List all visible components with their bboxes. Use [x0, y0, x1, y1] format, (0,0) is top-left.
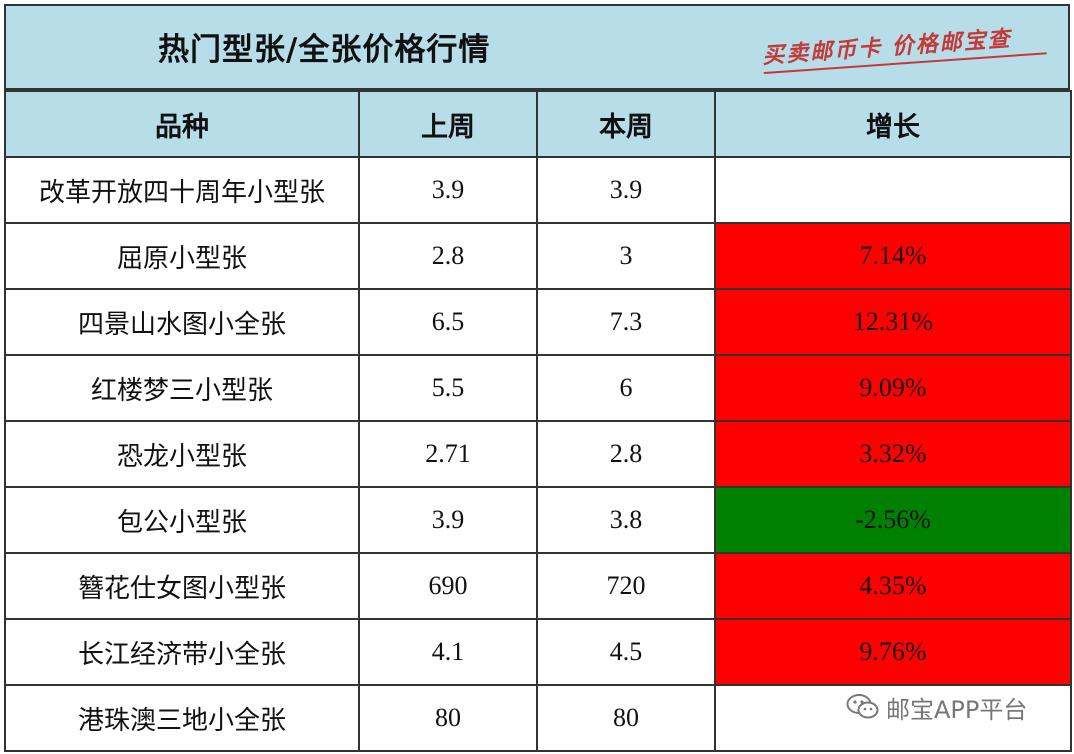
column-header-variety: 品种 — [4, 90, 360, 158]
cell-variety: 红楼梦三小型张 — [4, 354, 360, 422]
cell-last-week: 690 — [358, 552, 538, 620]
cell-variety: 包公小型张 — [4, 486, 360, 554]
cell-last-week: 2.71 — [358, 420, 538, 488]
table-row: 长江经济带小全张 4.1 4.5 9.76% — [4, 618, 1072, 686]
cell-growth: 9.09% — [714, 354, 1072, 422]
table-row: 红楼梦三小型张 5.5 6 9.09% — [4, 354, 1072, 422]
cell-variety: 长江经济带小全张 — [4, 618, 360, 686]
cell-this-week: 3.8 — [536, 486, 716, 554]
cell-this-week: 3.9 — [536, 156, 716, 224]
cell-growth: 3.32% — [714, 420, 1072, 488]
watermark-text: 邮宝APP平台 — [886, 695, 1028, 724]
cell-this-week: 6 — [536, 354, 716, 422]
cell-this-week: 3 — [536, 222, 716, 290]
watermark: 邮宝APP平台 — [846, 690, 1027, 724]
table-row: 簪花仕女图小型张 690 720 4.35% — [4, 552, 1072, 620]
table-row: 改革开放四十周年小型张 3.9 3.9 — [4, 156, 1072, 224]
table-row: 包公小型张 3.9 3.8 -2.56% — [4, 486, 1072, 554]
cell-this-week: 80 — [536, 684, 716, 752]
table-row: 港珠澳三地小全张 80 80 — [4, 684, 1072, 752]
promo-stamp: 买卖邮币卡 价格邮宝查 — [761, 10, 1054, 80]
cell-growth: 9.76% — [714, 618, 1072, 686]
cell-growth — [714, 684, 1072, 752]
cell-this-week: 4.5 — [536, 618, 716, 686]
cell-variety: 改革开放四十周年小型张 — [4, 156, 360, 224]
column-header-growth: 增长 — [714, 90, 1072, 158]
table-row: 屈原小型张 2.8 3 7.14% — [4, 222, 1072, 290]
cell-growth: -2.56% — [714, 486, 1072, 554]
cell-last-week: 80 — [358, 684, 538, 752]
cell-variety: 屈原小型张 — [4, 222, 360, 290]
cell-variety: 港珠澳三地小全张 — [4, 684, 360, 752]
cell-last-week: 5.5 — [358, 354, 538, 422]
cell-last-week: 3.9 — [358, 156, 538, 224]
cell-this-week: 720 — [536, 552, 716, 620]
cell-last-week: 6.5 — [358, 288, 538, 356]
table-header-row: 品种 上周 本周 增长 — [4, 90, 1072, 158]
cell-growth: 4.35% — [714, 552, 1072, 620]
cell-growth: 12.31% — [714, 288, 1072, 356]
cell-variety: 簪花仕女图小型张 — [4, 552, 360, 620]
table-row: 四景山水图小全张 6.5 7.3 12.31% — [4, 288, 1072, 356]
cell-last-week: 4.1 — [358, 618, 538, 686]
cell-growth — [714, 156, 1072, 224]
cell-this-week: 2.8 — [536, 420, 716, 488]
cell-growth: 7.14% — [714, 222, 1072, 290]
column-header-last-week: 上周 — [358, 90, 538, 158]
page-title: 热门型张/全张价格行情 — [158, 32, 491, 68]
cell-last-week: 3.9 — [358, 486, 538, 554]
column-header-this-week: 本周 — [536, 90, 716, 158]
table-row: 恐龙小型张 2.71 2.8 3.32% — [4, 420, 1072, 488]
cell-variety: 恐龙小型张 — [4, 420, 360, 488]
price-table: 品种 上周 本周 增长 改革开放四十周年小型张 3.9 3.9 屈原小型张 2.8 3 7.… — [4, 90, 1072, 752]
cell-variety: 四景山水图小全张 — [4, 288, 360, 356]
title-banner: 热门型张/全张价格行情 买卖邮币卡 价格邮宝查 — [4, 4, 1070, 90]
cell-last-week: 2.8 — [358, 222, 538, 290]
wechat-icon — [846, 693, 880, 721]
cell-this-week: 7.3 — [536, 288, 716, 356]
